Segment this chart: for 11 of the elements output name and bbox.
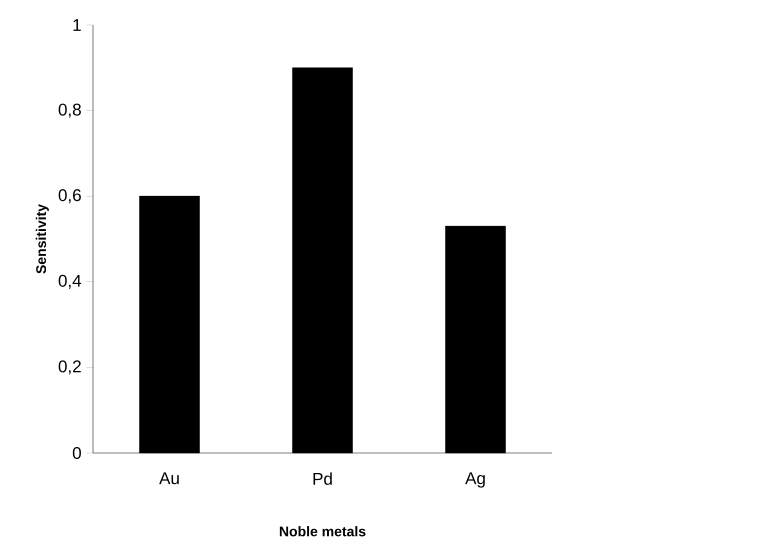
y-tick-label: 0,6	[58, 189, 81, 204]
y-tick-label: 1	[73, 19, 81, 31]
y-tick-label: 0,8	[58, 104, 81, 118]
x-axis-title: Noble metals	[280, 526, 366, 536]
x-tick-label: Au	[159, 472, 179, 484]
y-tick-label: 0,2	[58, 360, 81, 374]
x-tick-label: Pd	[314, 472, 332, 485]
y-tick-label: 0	[72, 446, 81, 460]
y-axis-title: Sensitivity	[36, 204, 49, 274]
y-tick-label: 0,4	[58, 274, 82, 289]
x-tick-label: Ag	[465, 472, 485, 488]
